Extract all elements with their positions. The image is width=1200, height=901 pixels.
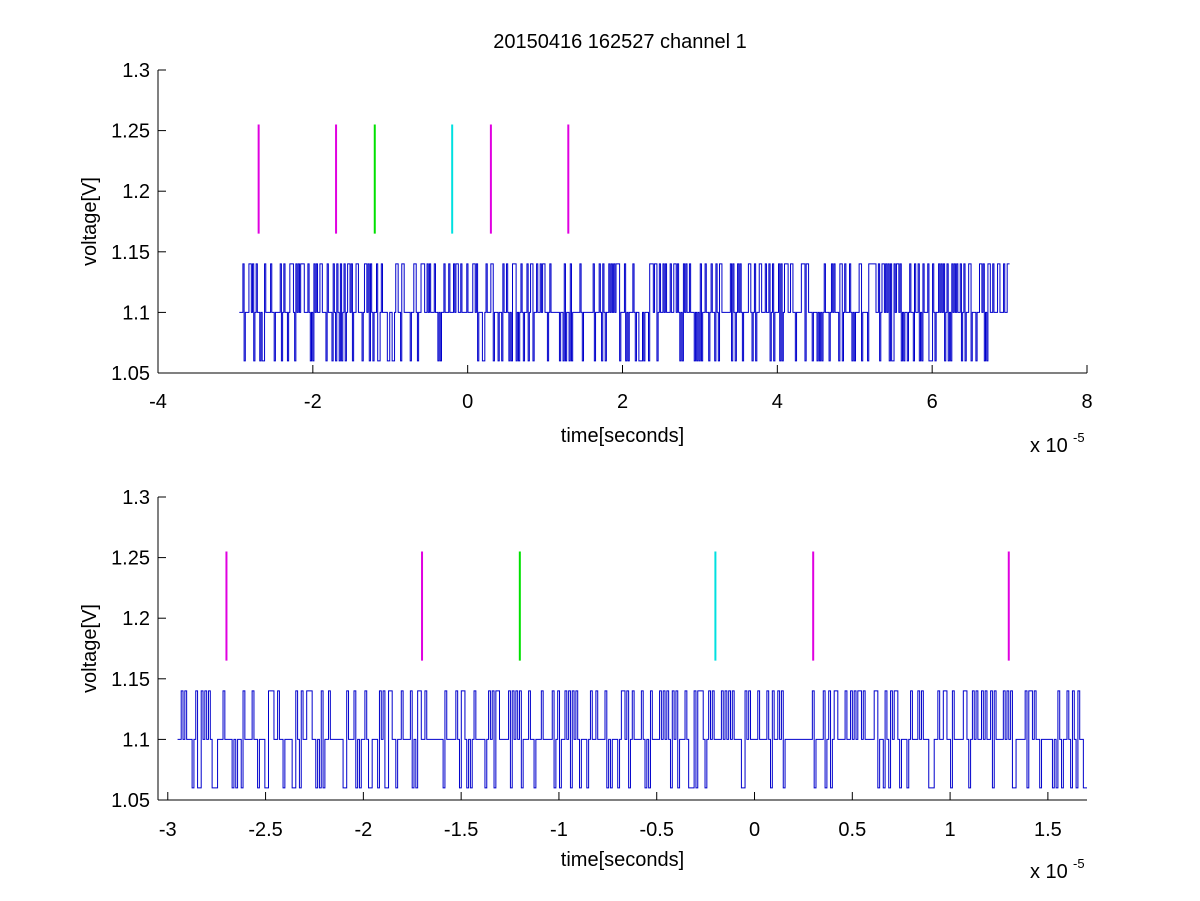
y-tick-label: 1.25 — [111, 121, 150, 143]
x-tick-label: -4 — [149, 391, 167, 413]
y-tick-label: 1.2 — [122, 608, 150, 630]
x-tick-label: 0 — [462, 391, 473, 413]
x-tick-label: 4 — [772, 391, 783, 413]
x-exponent-power: -5 — [1073, 856, 1085, 871]
x-tick-label: -1.5 — [444, 819, 478, 841]
y-tick-label: 1.15 — [111, 242, 150, 264]
x-exponent-power: -5 — [1073, 430, 1085, 445]
x-tick-label: -3 — [159, 819, 177, 841]
x-tick-label: 0.5 — [838, 819, 866, 841]
y-tick-label: 1.05 — [111, 363, 150, 385]
y-tick-label: 1.2 — [122, 181, 150, 203]
x-exponent-base: x 10 — [1030, 435, 1068, 457]
x-tick-label: 1.5 — [1034, 819, 1062, 841]
x-tick-label: 1 — [945, 819, 956, 841]
y-axis-label: voltage[V] — [79, 177, 101, 266]
top-plot: -4 -2 0 2 4 6 8 1.05 1.1 1.15 1.2 1.25 1.3 time[secon… — [79, 60, 1093, 457]
y-tick-label: 1.25 — [111, 548, 150, 570]
voltage-trace — [177, 690, 1087, 789]
y-tick-label: 1.3 — [122, 487, 150, 509]
y-axis-label: voltage[V] — [79, 604, 101, 693]
y-tick-label: 1.05 — [111, 790, 150, 812]
x-axis-label: time[seconds] — [561, 849, 684, 871]
figure-title: 20150416 162527 channel 1 — [493, 31, 747, 53]
y-tick-label: 1.3 — [122, 60, 150, 82]
x-tick-label: -2 — [304, 391, 322, 413]
x-tick-label: 6 — [927, 391, 938, 413]
x-exponent-base: x 10 — [1030, 861, 1068, 883]
x-axis-label: time[seconds] — [561, 425, 684, 447]
x-tick-label: -0.5 — [639, 819, 673, 841]
x-tick-label: 2 — [617, 391, 628, 413]
x-tick-label: 0 — [749, 819, 760, 841]
bottom-plot: -3 -2.5 -2 -1.5 -1 -0.5 0 0.5 1 1.5 1.05 1.1 1.15 1.2… — [79, 487, 1087, 883]
y-tick-label: 1.15 — [111, 669, 150, 691]
y-tick-label: 1.1 — [122, 302, 150, 324]
x-tick-label: -2.5 — [248, 819, 282, 841]
x-tick-label: 8 — [1081, 391, 1092, 413]
y-tick-label: 1.1 — [122, 729, 150, 751]
x-tick-label: -2 — [354, 819, 372, 841]
voltage-trace — [239, 263, 1010, 362]
x-tick-label: -1 — [550, 819, 568, 841]
